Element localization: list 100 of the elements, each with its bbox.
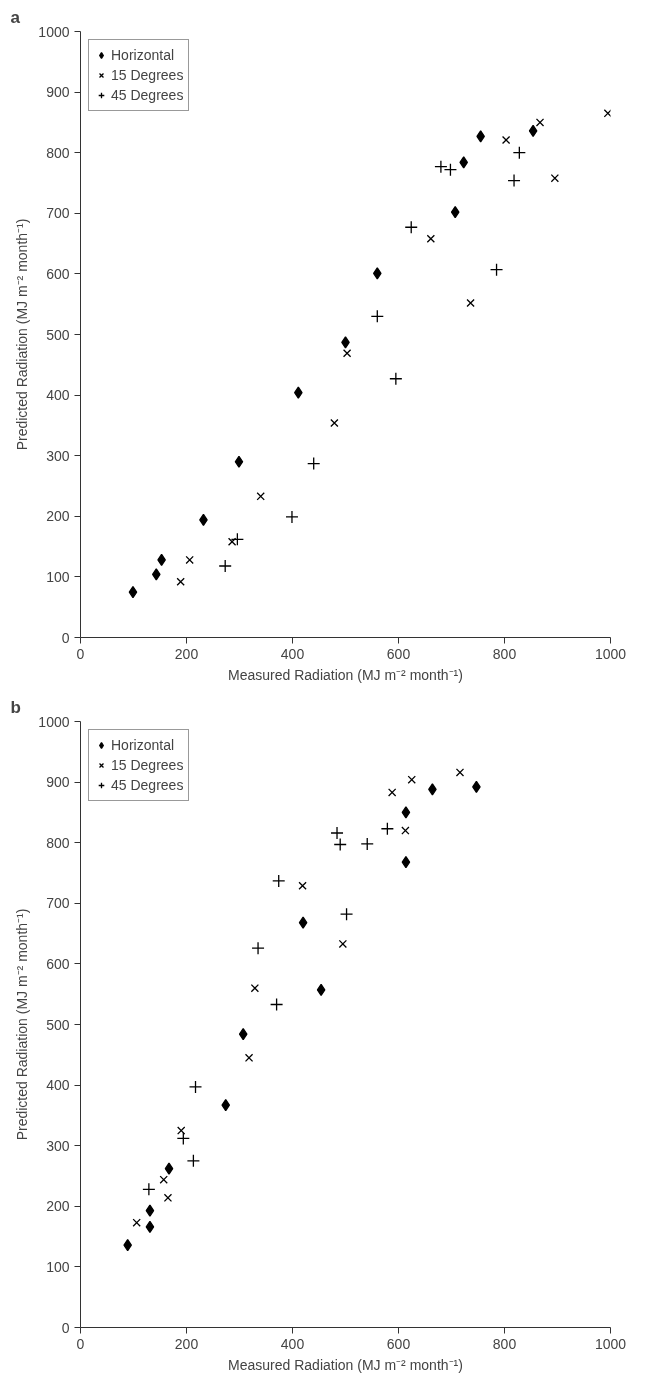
y-tick-label: 100 xyxy=(46,1258,70,1275)
point xyxy=(272,874,286,888)
point xyxy=(145,1204,155,1217)
point xyxy=(145,1220,155,1234)
x-tick-label: 800 xyxy=(492,1335,517,1352)
x-axis-title: Measured Radiation (MJ m⁻² month⁻¹) xyxy=(228,1356,463,1373)
legend-label: 45 Degrees xyxy=(111,777,184,793)
legend-label: Horizontal xyxy=(111,737,175,753)
point xyxy=(269,997,284,1012)
y-axis-title: Predicted Radiation (MJ m⁻² month⁻¹) xyxy=(14,908,31,1141)
point xyxy=(176,1131,190,1146)
point xyxy=(285,510,299,524)
point xyxy=(151,568,161,581)
point xyxy=(185,555,194,565)
y-tick-label: 800 xyxy=(46,144,70,161)
point xyxy=(132,1218,141,1227)
y-tick-label: 100 xyxy=(46,568,70,585)
point xyxy=(550,173,560,183)
point xyxy=(256,492,265,501)
point xyxy=(163,1193,173,1202)
y-tick-label: 300 xyxy=(46,447,70,464)
x-tick-label: 1000 xyxy=(594,1335,627,1352)
x-tick-label: 200 xyxy=(174,1335,199,1352)
x-tick-label: 800 xyxy=(492,645,517,662)
chart-title: a xyxy=(10,7,21,27)
point xyxy=(401,826,410,835)
point xyxy=(333,837,347,852)
point xyxy=(164,1162,174,1175)
x-tick-label: 1000 xyxy=(594,645,627,662)
y-tick-label: 600 xyxy=(46,265,70,282)
y-tick-label: 0 xyxy=(61,629,70,646)
y-tick-label: 1000 xyxy=(38,713,70,730)
point xyxy=(459,156,469,169)
point xyxy=(407,775,416,784)
point xyxy=(338,939,348,949)
x-tick-label: 200 xyxy=(174,645,199,662)
point xyxy=(251,941,265,955)
point xyxy=(426,234,436,243)
point xyxy=(512,146,526,160)
point xyxy=(218,559,232,573)
legend-label: 15 Degrees xyxy=(111,757,184,773)
point xyxy=(128,585,138,599)
point xyxy=(466,298,475,308)
point xyxy=(535,118,545,127)
point xyxy=(387,788,397,797)
point xyxy=(230,532,245,546)
point xyxy=(450,205,460,219)
point xyxy=(507,173,521,188)
point xyxy=(307,456,321,471)
point xyxy=(401,806,411,819)
point xyxy=(142,1182,156,1196)
point xyxy=(339,907,354,921)
y-tick-label: 900 xyxy=(46,84,70,101)
point xyxy=(298,916,308,929)
y-tick-label: 300 xyxy=(46,1137,70,1154)
legend-label: 45 Degrees xyxy=(111,87,184,103)
y-axis-title: Predicted Radiation (MJ m⁻² month⁻¹) xyxy=(14,218,31,451)
point xyxy=(298,881,307,890)
point xyxy=(401,855,411,869)
point xyxy=(188,1080,203,1094)
point xyxy=(342,349,352,358)
point xyxy=(372,267,382,280)
y-tick-label: 500 xyxy=(46,1016,70,1033)
point xyxy=(330,418,339,428)
y-tick-label: 800 xyxy=(46,834,70,851)
point xyxy=(404,220,418,234)
y-tick-label: 500 xyxy=(46,326,70,343)
y-tick-label: 200 xyxy=(46,1198,70,1215)
y-tick-label: 400 xyxy=(46,387,70,404)
y-tick-label: 0 xyxy=(61,1319,70,1336)
y-tick-label: 200 xyxy=(46,508,70,525)
point xyxy=(176,577,185,586)
point xyxy=(234,455,244,468)
point xyxy=(238,1028,248,1041)
point xyxy=(528,124,538,138)
point xyxy=(316,983,326,997)
point xyxy=(370,309,384,323)
point xyxy=(330,826,344,840)
y-tick-label: 400 xyxy=(46,1077,70,1094)
x-tick-label: 600 xyxy=(386,645,411,662)
legend-label: Horizontal xyxy=(111,47,175,63)
point xyxy=(380,822,395,836)
point xyxy=(443,163,458,177)
y-tick-label: 1000 xyxy=(38,23,70,40)
point xyxy=(389,372,403,386)
point xyxy=(434,159,448,174)
y-tick-label: 700 xyxy=(46,895,70,912)
point xyxy=(501,135,511,145)
point xyxy=(250,983,260,993)
point xyxy=(489,263,504,277)
y-tick-label: 600 xyxy=(46,955,70,972)
y-tick-label: 900 xyxy=(46,774,70,791)
point xyxy=(177,1126,186,1135)
x-tick-label: 400 xyxy=(280,645,305,662)
legend-label: 15 Degrees xyxy=(111,67,184,83)
point xyxy=(360,837,374,851)
chart-title: b xyxy=(10,697,21,717)
x-tick-label: 600 xyxy=(386,1335,411,1352)
point xyxy=(244,1053,254,1063)
point xyxy=(455,768,465,777)
